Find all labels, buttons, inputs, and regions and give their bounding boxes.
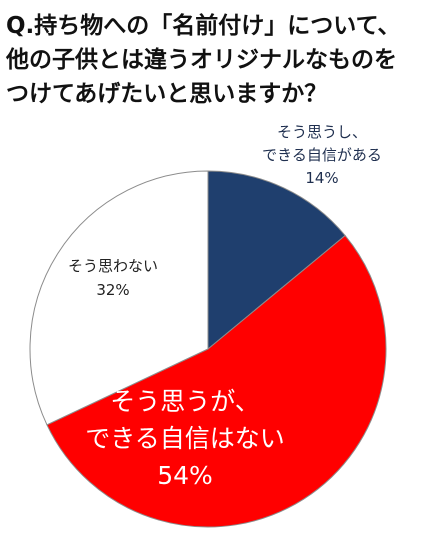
chart-title-line-3: つけてあげたいと思いますか？ <box>6 81 328 107</box>
pie-slice-2 <box>46 234 387 528</box>
pie-slice-1-category-label: できる自信がある <box>262 146 382 164</box>
pie-slice-1-value-label: 14% <box>305 169 338 187</box>
pie-slice-2-value-label: 54% <box>157 461 213 490</box>
pie-slice-2-category-label: そう思うが、 <box>110 387 260 416</box>
pie-slice-2-category-label: できる自信はない <box>85 424 285 453</box>
pie-slice-1 <box>207 170 346 351</box>
pie-slice-3-category-label: そう思わない <box>68 257 158 275</box>
pie-slice-3-label: そう思わない 32% <box>68 257 158 299</box>
pie-slice-2-label: そう思うが、できる自信はない 54% <box>85 387 285 490</box>
chart-title-line-1: Q.持ち物への「名前付け」について、 <box>6 13 401 39</box>
chart-title-line-2: 他の子供とは違うオリジナルなものを <box>6 47 397 73</box>
pie-slice-1-category-label: そう思うし、 <box>277 123 367 141</box>
pie-slice-1-label: そう思うし、できる自信がある 14% <box>262 123 382 187</box>
pie-slice-3 <box>29 170 209 426</box>
pie-slice-3-value-label: 32% <box>96 281 129 299</box>
